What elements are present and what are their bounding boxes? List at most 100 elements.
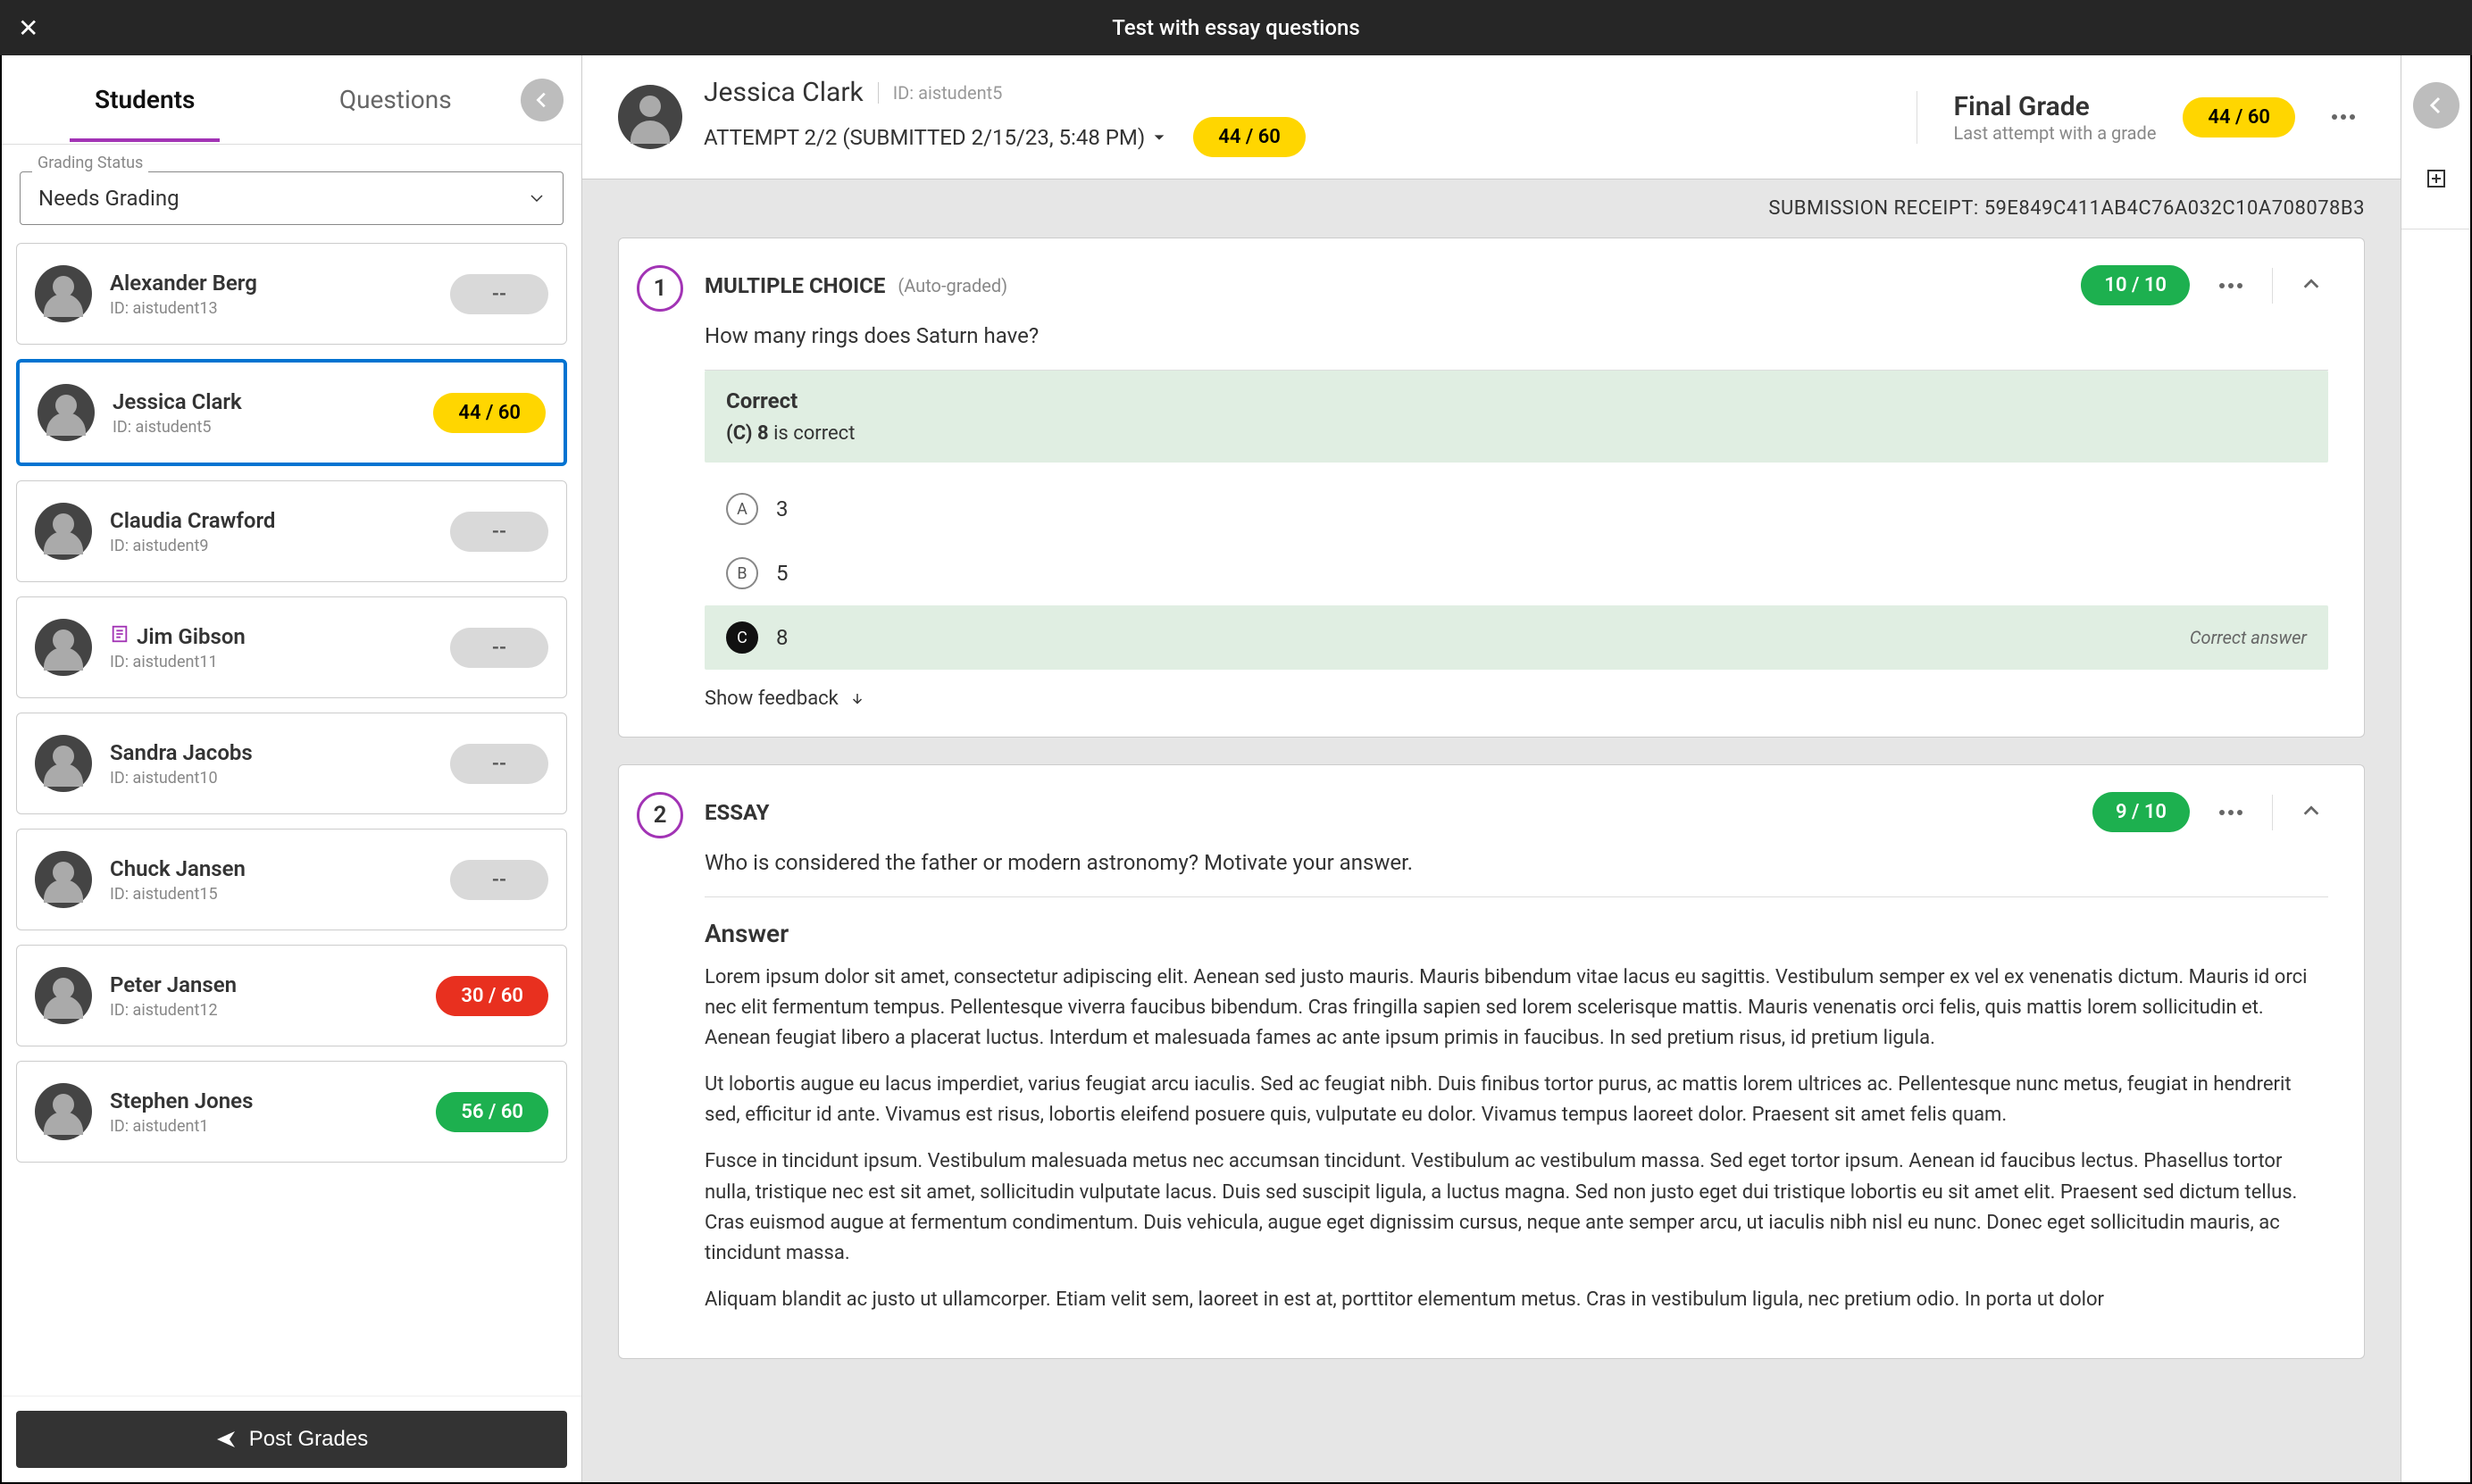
divider bbox=[705, 896, 2328, 897]
choice-text: 5 bbox=[776, 561, 789, 586]
student-card[interactable]: Jessica ClarkID: aistudent5 44 / 60 bbox=[16, 359, 567, 466]
student-card[interactable]: Stephen JonesID: aistudent1 56 / 60 bbox=[16, 1061, 567, 1163]
final-grade-sub: Last attempt with a grade bbox=[1953, 122, 2156, 144]
choice-letter: A bbox=[726, 493, 758, 525]
student-card[interactable]: Chuck Jansen ID: aistudent15 -- bbox=[16, 829, 567, 930]
student-id: ID: aistudent5 bbox=[113, 418, 415, 437]
right-rail bbox=[2401, 55, 2470, 1482]
page-title: Test with essay questions bbox=[1112, 15, 1360, 40]
avatar bbox=[35, 967, 92, 1024]
filter-label: Grading Status bbox=[32, 154, 148, 172]
student-info: Claudia Crawford ID: aistudent9 bbox=[110, 508, 432, 555]
question-header-right: 9 / 10 bbox=[2092, 792, 2328, 832]
tab-students[interactable]: Students bbox=[20, 58, 271, 141]
student-card[interactable]: Peter Jansen ID: aistudent12 30 / 60 bbox=[16, 945, 567, 1046]
answer-paragraph: Ut lobortis augue eu lacus imperdiet, va… bbox=[705, 1070, 2328, 1130]
rail-back-button[interactable] bbox=[2413, 82, 2459, 129]
student-name: Sandra Jacobs bbox=[110, 740, 432, 765]
answer-paragraph: Aliquam blandit ac justo ut ullamcorper.… bbox=[705, 1285, 2328, 1315]
question-header-right: 10 / 10 bbox=[2081, 265, 2328, 305]
question-collapse-button[interactable] bbox=[2294, 794, 2328, 831]
grade-pill: -- bbox=[450, 274, 548, 314]
choice-text: 8 bbox=[776, 625, 789, 650]
student-card[interactable]: Claudia Crawford ID: aistudent9 -- bbox=[16, 480, 567, 582]
score-pill: 10 / 10 bbox=[2081, 265, 2190, 305]
choice-letter: C bbox=[726, 621, 758, 654]
student-name-text: Sandra Jacobs bbox=[110, 740, 253, 765]
tab-questions[interactable]: Questions bbox=[271, 58, 522, 141]
question-body: ESSAY9 / 10Who is considered the father … bbox=[705, 792, 2328, 1331]
attempt-selector[interactable]: ATTEMPT 2/2 (SUBMITTED 2/15/23, 5:48 PM) bbox=[704, 125, 1166, 150]
left-panel: Students Questions Grading Status Needs … bbox=[2, 55, 582, 1482]
student-id: ID: aistudent13 bbox=[110, 299, 432, 318]
show-feedback-button[interactable]: Show feedback bbox=[705, 688, 2328, 710]
student-name: Alexander Berg bbox=[110, 271, 432, 296]
answer-text: Lorem ipsum dolor sit amet, consectetur … bbox=[705, 963, 2328, 1315]
header-more-button[interactable] bbox=[2322, 101, 2365, 133]
student-id: ID: aistudent9 bbox=[110, 537, 432, 555]
correct-answer-label: Correct answer bbox=[2190, 627, 2307, 648]
student-card[interactable]: Alexander Berg ID: aistudent13 -- bbox=[16, 243, 567, 345]
student-name: Claudia Crawford bbox=[110, 508, 432, 533]
final-grade-pill: 44 / 60 bbox=[2183, 97, 2295, 138]
final-grade-label: Final Grade bbox=[1953, 91, 2156, 122]
auto-graded-label: (Auto-graded) bbox=[898, 275, 1007, 296]
answer-paragraph: Lorem ipsum dolor sit amet, consectetur … bbox=[705, 963, 2328, 1054]
accommodation-icon bbox=[110, 624, 129, 649]
student-info: Stephen JonesID: aistudent1 bbox=[110, 1088, 418, 1136]
chevron-left-icon bbox=[532, 90, 552, 110]
student-name-text: Alexander Berg bbox=[110, 271, 257, 296]
student-name-text: Chuck Jansen bbox=[110, 856, 246, 881]
avatar bbox=[35, 503, 92, 560]
student-id: ID: aistudent12 bbox=[110, 1001, 418, 1020]
student-name-text: Peter Jansen bbox=[110, 972, 237, 997]
chevron-left-icon bbox=[2426, 95, 2447, 116]
receipt-value: 59E849C411AB4C76A032C10A708078B3 bbox=[1984, 197, 2365, 220]
student-name-text: Jim Gibson bbox=[137, 624, 246, 649]
student-card[interactable]: Jim GibsonID: aistudent11-- bbox=[16, 596, 567, 698]
student-id: ID: aistudent11 bbox=[110, 653, 432, 671]
submission-receipt: SUBMISSION RECEIPT: 59E849C411AB4C76A032… bbox=[582, 179, 2401, 238]
score-pill: 9 / 10 bbox=[2092, 792, 2190, 832]
choice-row: C8 Correct answer bbox=[705, 605, 2328, 670]
grade-pill: 30 / 60 bbox=[436, 976, 548, 1016]
rail-add-button[interactable] bbox=[2413, 155, 2459, 202]
question-collapse-button[interactable] bbox=[2294, 267, 2328, 304]
avatar bbox=[35, 619, 92, 676]
question-more-button[interactable] bbox=[2211, 271, 2251, 300]
question-header: MULTIPLE CHOICE(Auto-graded)10 / 10 bbox=[705, 265, 2328, 305]
answer-title: Answer bbox=[705, 919, 2328, 948]
collapse-left-button[interactable] bbox=[521, 79, 564, 121]
student-id: ID: aistudent10 bbox=[110, 769, 432, 788]
attempt-label: ATTEMPT 2/2 (SUBMITTED 2/15/23, 5:48 PM) bbox=[704, 125, 1145, 150]
grade-pill: -- bbox=[450, 860, 548, 900]
post-grades-label: Post Grades bbox=[249, 1427, 368, 1452]
grading-status-select[interactable]: Needs Grading bbox=[20, 171, 564, 225]
student-info: Peter Jansen ID: aistudent12 bbox=[110, 972, 418, 1020]
grade-pill: -- bbox=[450, 512, 548, 552]
question-card: 1MULTIPLE CHOICE(Auto-graded)10 / 10How … bbox=[618, 238, 2365, 738]
grade-pill: 44 / 60 bbox=[433, 393, 546, 433]
student-name: Stephen Jones bbox=[110, 1088, 418, 1113]
question-more-button[interactable] bbox=[2211, 798, 2251, 827]
choice-row: A3 bbox=[705, 477, 2328, 541]
student-info: Chuck Jansen ID: aistudent15 bbox=[110, 856, 432, 904]
choice-letter: B bbox=[726, 557, 758, 589]
student-card[interactable]: Sandra Jacobs ID: aistudent10 -- bbox=[16, 713, 567, 814]
chevron-down-icon bbox=[529, 190, 545, 206]
grade-pill: -- bbox=[450, 744, 548, 784]
correct-answer-box: Correct(C) 8 is correct bbox=[705, 371, 2328, 463]
student-info: Jessica ClarkID: aistudent5 bbox=[113, 389, 415, 437]
student-id: ID: aistudent15 bbox=[110, 885, 432, 904]
post-grades-button[interactable]: Post Grades bbox=[16, 1411, 567, 1468]
close-icon[interactable]: ✕ bbox=[18, 13, 38, 43]
choice-row: B5 bbox=[705, 541, 2328, 605]
avatar bbox=[35, 1083, 92, 1140]
send-icon bbox=[215, 1429, 237, 1450]
avatar bbox=[35, 265, 92, 322]
grade-pill: 56 / 60 bbox=[436, 1092, 548, 1132]
correct-subtitle: (C) 8 is correct bbox=[726, 422, 2307, 445]
show-feedback-label: Show feedback bbox=[705, 688, 839, 710]
student-header: Jessica Clark ID: aistudent5 ATTEMPT 2/2… bbox=[582, 55, 2401, 179]
student-avatar bbox=[618, 85, 682, 149]
